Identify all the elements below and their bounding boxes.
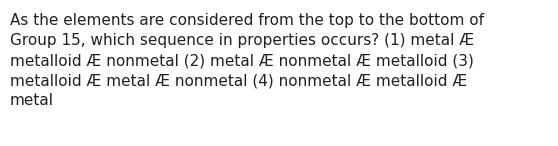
Text: As the elements are considered from the top to the bottom of
Group 15, which seq: As the elements are considered from the …	[10, 13, 484, 108]
